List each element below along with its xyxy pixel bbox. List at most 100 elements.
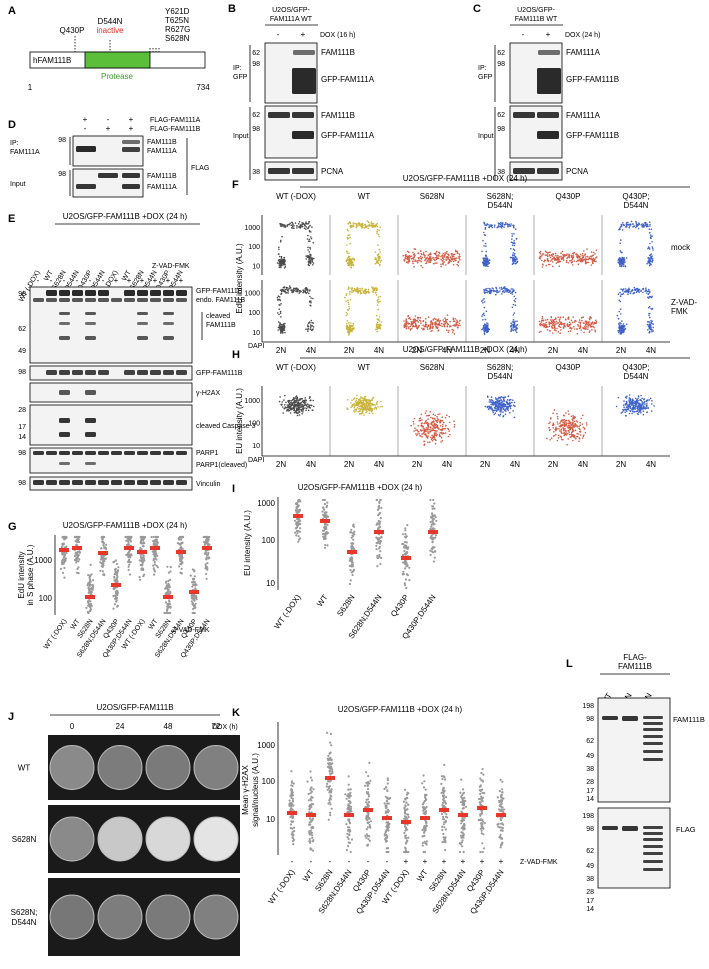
dot [282,289,285,292]
label: R627G [165,25,190,34]
dot [369,407,371,409]
dot [379,323,381,325]
dot [308,238,311,241]
dot [297,406,300,409]
dot [556,421,559,423]
dot [450,253,453,256]
dot [346,399,349,401]
label: DOX (24 h) [565,32,600,39]
dot [346,252,349,254]
dot [650,228,653,230]
label: - [76,276,79,285]
dot [505,407,507,410]
dot [87,586,90,589]
dot [432,413,435,416]
dot [649,234,652,236]
dot [310,319,313,322]
dot [560,431,563,434]
dot [510,288,513,290]
band [513,112,535,118]
dot [428,253,431,256]
dot [139,546,142,550]
dot [405,318,408,321]
dot [642,406,645,409]
dot [592,254,595,257]
dot [567,410,569,412]
dot [482,302,484,304]
dot [513,312,516,314]
dot [379,300,381,303]
dot [562,432,565,435]
dot [406,250,409,253]
band [46,370,57,375]
dot [140,559,144,562]
dot [90,604,93,607]
dot [648,292,650,295]
dot [486,322,488,324]
dot [442,257,444,259]
dot [100,562,103,565]
dot [502,411,504,413]
dot [424,412,427,414]
dot [620,328,622,331]
dot [445,319,447,322]
dot [350,402,352,404]
dot [116,580,119,583]
dot [421,426,424,428]
band [59,462,70,465]
dot [539,258,541,260]
label: FAM111A [566,111,601,120]
dot [619,261,621,264]
dot [419,434,421,437]
label: + [301,30,306,39]
dot [379,263,381,266]
dot [564,432,566,435]
dot [641,402,644,405]
dot [355,409,357,412]
dot [637,413,640,416]
dot [444,323,446,326]
dot [497,398,500,400]
dot [618,299,620,302]
band [163,312,174,315]
dot [427,441,429,444]
dot [498,287,501,289]
dot [352,257,354,260]
dot [436,430,438,432]
dot [307,289,309,291]
band [150,290,161,296]
dot [352,328,355,330]
dot [648,290,651,293]
band [85,418,96,423]
label: in S phase (A.U.) [26,544,35,605]
dot [286,410,288,412]
dot [497,224,500,226]
dot [404,257,406,259]
dot [368,402,371,405]
dot [302,289,305,291]
dot [357,290,359,292]
dot [287,400,289,402]
dot [140,568,143,571]
band [137,312,148,315]
dot [458,255,460,258]
dot [565,259,568,262]
dot [551,261,554,263]
dot [432,262,435,265]
dot [361,287,363,290]
dot [127,568,130,572]
dot [376,321,379,324]
dot [552,253,554,255]
dot [592,258,594,260]
dot [346,236,349,239]
dot [512,325,515,328]
dot [590,326,593,328]
dot [516,260,519,263]
dot [299,402,301,405]
dot [427,427,429,430]
dot [166,608,169,611]
dot [485,310,488,313]
dot [405,254,407,256]
label: + [106,124,111,133]
dot [570,259,573,262]
